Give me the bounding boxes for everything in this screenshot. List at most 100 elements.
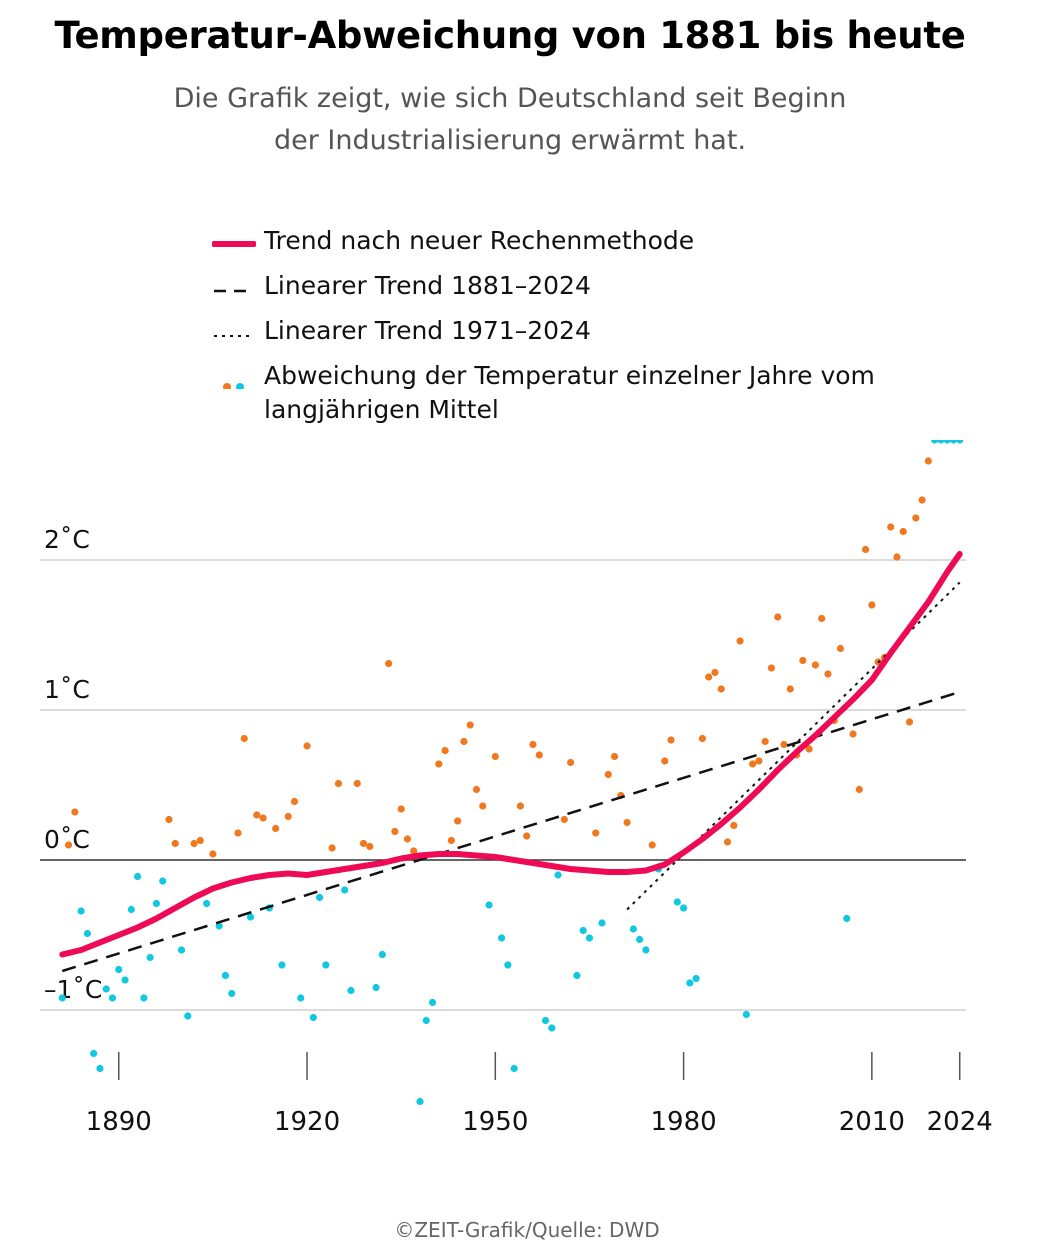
x-tick-label: 2024 xyxy=(927,1107,993,1137)
data-point-2018 xyxy=(918,496,926,504)
data-point-1882 xyxy=(64,841,73,849)
x-tick-label: 1920 xyxy=(274,1107,340,1137)
data-point-1912 xyxy=(253,811,261,819)
data-point-2000 xyxy=(805,745,813,753)
data-point-1910 xyxy=(240,734,248,743)
data-point-1941 xyxy=(435,760,443,768)
data-point-2014 xyxy=(893,553,901,561)
data-point-1931 xyxy=(372,983,380,992)
data-point-1995 xyxy=(774,613,782,621)
y-tick-label: 0˚C xyxy=(44,825,90,854)
data-point-1889 xyxy=(108,994,117,1002)
data-point-1988 xyxy=(730,821,738,830)
data-point-1972 xyxy=(629,925,637,933)
data-point-1947 xyxy=(472,785,481,794)
data-point-1952 xyxy=(504,961,512,969)
data-point-1967 xyxy=(598,919,606,927)
data-point-1963 xyxy=(573,971,581,980)
data-point-1932 xyxy=(378,950,386,959)
data-point-1927 xyxy=(347,986,355,995)
legend-symbol-linear-full xyxy=(214,289,254,293)
data-point-2003 xyxy=(824,670,832,678)
data-point-2007 xyxy=(849,730,857,738)
data-point-1958 xyxy=(541,1016,550,1025)
data-point-2016 xyxy=(905,718,914,726)
data-point-1999 xyxy=(799,656,807,665)
linear-trend-1881-2024 xyxy=(61,690,961,973)
data-point-1996 xyxy=(780,740,788,749)
data-point-1997 xyxy=(786,685,794,693)
data-point-1979 xyxy=(673,898,681,906)
linear-trend-1971-2024 xyxy=(626,581,961,911)
data-point-1908 xyxy=(228,989,236,998)
data-point-2022 xyxy=(943,440,951,444)
data-point-1923 xyxy=(322,961,330,969)
data-point-2010 xyxy=(868,601,876,609)
data-point-1935 xyxy=(397,805,405,813)
data-point-1986 xyxy=(717,685,725,693)
data-point-2015 xyxy=(899,527,907,536)
data-point-1929 xyxy=(359,839,368,848)
data-point-1939 xyxy=(422,1016,430,1025)
data-point-1953 xyxy=(510,1064,518,1073)
data-point-1928 xyxy=(353,779,361,788)
legend: Trend nach neuer Rechenmethode Linearer … xyxy=(212,224,972,424)
data-point-1903 xyxy=(196,836,204,845)
data-point-1951 xyxy=(497,934,506,942)
data-point-1883 xyxy=(71,808,79,816)
data-point-1919 xyxy=(297,994,305,1002)
temperature-chart: 2˚C 1˚C 0˚C –1˚C 1890 1920 1950 1980 2010 2024 xyxy=(40,440,993,1137)
data-point-1964 xyxy=(579,926,587,935)
data-point-2006 xyxy=(843,914,851,923)
data-point-1982 xyxy=(692,974,700,983)
data-point-1959 xyxy=(548,1024,556,1032)
data-point-1994 xyxy=(767,664,776,672)
source-credit: ©ZEIT-Grafik/Quelle: DWD xyxy=(394,1218,660,1242)
legend-symbol-dots xyxy=(223,383,244,389)
subtitle-line-1: Die Grafik zeigt, wie sich Deutschland s… xyxy=(173,83,847,114)
data-point-1917 xyxy=(284,812,292,821)
data-point-1891 xyxy=(121,976,129,984)
data-point-1993 xyxy=(761,737,769,746)
data-point-1924 xyxy=(328,844,336,852)
subtitle-line-2: der Industrialisierung erwärmt hat. xyxy=(273,125,747,156)
data-point-1968 xyxy=(604,770,612,779)
data-point-1937 xyxy=(410,847,418,855)
data-point-1943 xyxy=(447,836,455,845)
data-point-1977 xyxy=(661,757,669,765)
data-point-1971 xyxy=(623,818,631,827)
data-point-1906 xyxy=(215,922,223,930)
data-point-1934 xyxy=(391,827,399,836)
data-point-2001 xyxy=(811,661,819,669)
data-point-1954 xyxy=(516,802,525,810)
data-point-1983 xyxy=(698,734,707,743)
data-point-1990 xyxy=(742,1010,750,1019)
data-point-1944 xyxy=(454,817,462,825)
data-point-1956 xyxy=(529,740,537,749)
data-point-1926 xyxy=(341,886,349,894)
data-point-1893 xyxy=(133,872,142,881)
data-point-1902 xyxy=(190,839,198,848)
data-point-1899 xyxy=(171,839,179,848)
data-point-1885 xyxy=(83,929,91,938)
legend-item-linear-recent: Linearer Trend 1971–2024 xyxy=(212,314,972,359)
data-point-1949 xyxy=(485,901,493,909)
data-point-1978 xyxy=(667,736,675,744)
x-axis: 1890 1920 1950 1980 2010 2024 xyxy=(86,1052,993,1137)
x-tick-label: 1890 xyxy=(86,1107,152,1137)
data-point-1946 xyxy=(466,721,474,729)
data-points xyxy=(58,440,964,1106)
data-point-2023 xyxy=(949,440,958,444)
data-point-1940 xyxy=(428,998,437,1007)
data-point-1984 xyxy=(705,673,713,681)
data-point-1973 xyxy=(636,935,644,944)
data-point-1881 xyxy=(58,994,66,1002)
data-point-2009 xyxy=(861,545,870,554)
data-point-1961 xyxy=(560,815,568,824)
data-point-1925 xyxy=(334,779,343,788)
data-point-1907 xyxy=(221,971,230,980)
data-point-1933 xyxy=(385,659,393,668)
y-tick-label: 1˚C xyxy=(44,675,90,704)
data-point-1898 xyxy=(165,815,173,824)
data-point-1901 xyxy=(184,1012,192,1020)
